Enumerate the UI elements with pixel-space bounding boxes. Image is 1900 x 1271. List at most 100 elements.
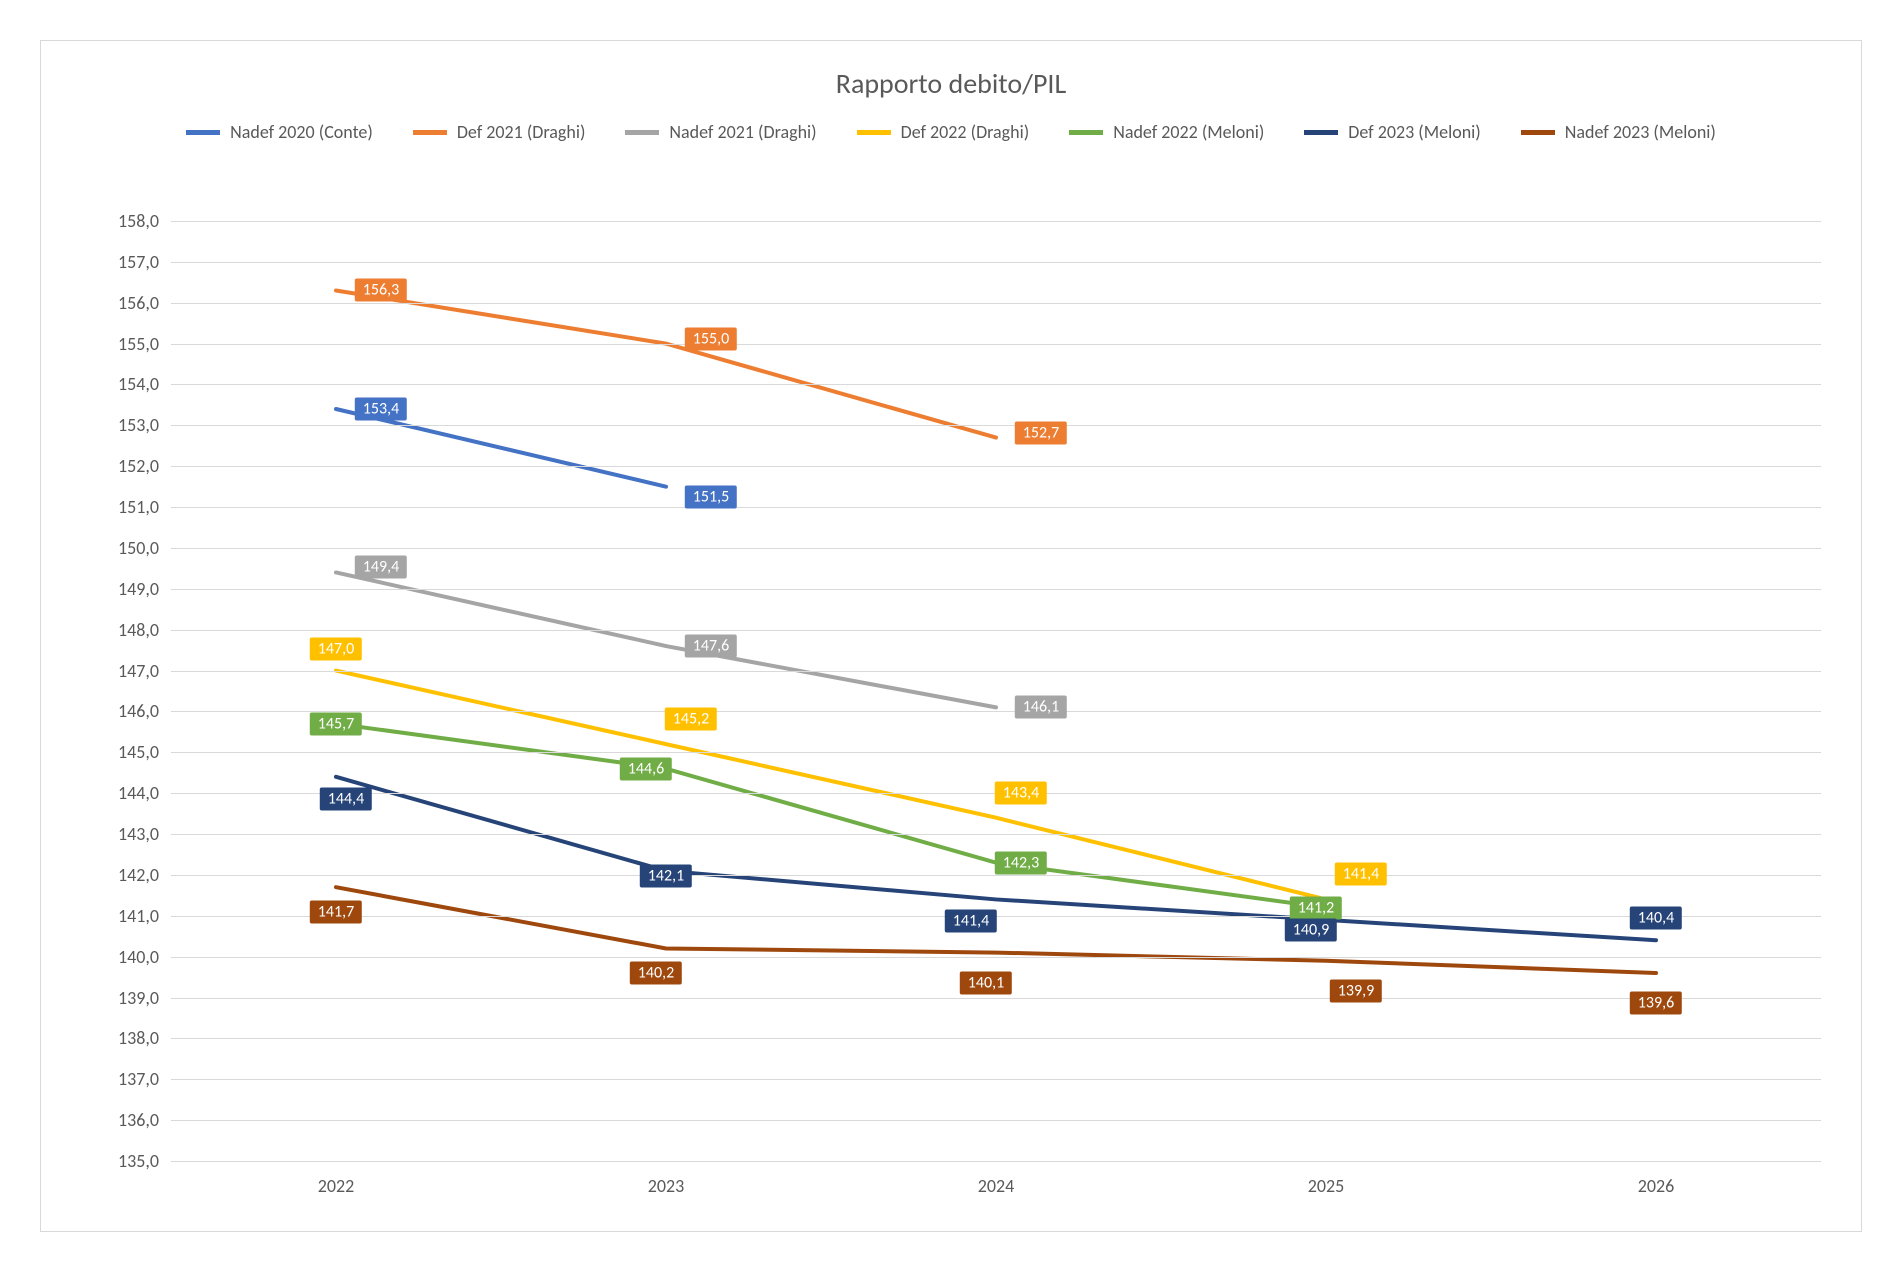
y-tick-label: 136,0 xyxy=(118,1109,159,1131)
y-tick-label: 141,0 xyxy=(118,905,159,927)
y-tick-label: 138,0 xyxy=(118,1027,159,1049)
legend-swatch xyxy=(1304,130,1338,135)
series-line xyxy=(336,409,666,487)
data-label: 149,4 xyxy=(355,556,407,579)
legend-label: Def 2022 (Draghi) xyxy=(901,121,1030,143)
gridline xyxy=(171,507,1821,508)
x-tick-label: 2023 xyxy=(648,1175,685,1197)
gridline xyxy=(171,262,1821,263)
gridline xyxy=(171,1079,1821,1080)
gridline xyxy=(171,384,1821,385)
data-label: 142,1 xyxy=(640,864,692,887)
series-line xyxy=(336,572,996,707)
legend-swatch xyxy=(413,130,447,135)
gridline xyxy=(171,589,1821,590)
legend: Nadef 2020 (Conte) Def 2021 (Draghi) Nadef… xyxy=(41,121,1861,143)
gridline xyxy=(171,875,1821,876)
legend-swatch xyxy=(1069,130,1103,135)
gridline xyxy=(171,303,1821,304)
data-label: 145,7 xyxy=(310,712,362,735)
chart-container: Rapporto debito/PIL Nadef 2020 (Conte) De… xyxy=(40,40,1862,1232)
data-label: 147,6 xyxy=(685,635,737,658)
data-label: 140,4 xyxy=(1630,907,1682,930)
gridline xyxy=(171,466,1821,467)
legend-swatch xyxy=(1521,130,1555,135)
gridline xyxy=(171,834,1821,835)
gridline xyxy=(171,752,1821,753)
data-label: 141,4 xyxy=(945,910,997,933)
data-label: 151,5 xyxy=(685,485,737,508)
series-line xyxy=(336,671,1326,900)
data-label: 147,0 xyxy=(310,637,362,660)
y-tick-label: 140,0 xyxy=(118,946,159,968)
gridline xyxy=(171,1120,1821,1121)
x-tick-label: 2025 xyxy=(1308,1175,1345,1197)
gridline xyxy=(171,425,1821,426)
gridline xyxy=(171,671,1821,672)
y-tick-label: 135,0 xyxy=(118,1150,159,1172)
data-label: 144,4 xyxy=(320,787,372,810)
legend-label: Nadef 2022 (Meloni) xyxy=(1113,121,1264,143)
y-tick-label: 158,0 xyxy=(118,210,159,232)
x-tick-label: 2022 xyxy=(318,1175,355,1197)
legend-swatch xyxy=(625,130,659,135)
legend-item: Def 2023 (Meloni) xyxy=(1304,121,1480,143)
gridline xyxy=(171,221,1821,222)
x-tick-label: 2026 xyxy=(1638,1175,1675,1197)
plot-area: 135,0136,0137,0138,0139,0140,0141,0142,0… xyxy=(171,221,1821,1161)
data-label: 141,4 xyxy=(1335,863,1387,886)
legend-label: Nadef 2020 (Conte) xyxy=(230,121,373,143)
y-tick-label: 142,0 xyxy=(118,864,159,886)
data-label: 155,0 xyxy=(685,327,737,350)
legend-swatch xyxy=(186,130,220,135)
legend-item: Nadef 2022 (Meloni) xyxy=(1069,121,1264,143)
legend-item: Nadef 2021 (Draghi) xyxy=(625,121,816,143)
data-label: 139,9 xyxy=(1330,979,1382,1002)
data-label: 156,3 xyxy=(355,279,407,302)
data-label: 146,1 xyxy=(1015,696,1067,719)
y-tick-label: 137,0 xyxy=(118,1068,159,1090)
gridline xyxy=(171,630,1821,631)
data-label: 141,2 xyxy=(1290,896,1342,919)
gridline xyxy=(171,1038,1821,1039)
x-tick-label: 2024 xyxy=(978,1175,1015,1197)
legend-item: Def 2022 (Draghi) xyxy=(857,121,1030,143)
legend-label: Def 2021 (Draghi) xyxy=(457,121,586,143)
gridline xyxy=(171,711,1821,712)
y-tick-label: 153,0 xyxy=(118,414,159,436)
y-tick-label: 150,0 xyxy=(118,537,159,559)
data-label: 143,4 xyxy=(995,781,1047,804)
data-label: 141,7 xyxy=(310,901,362,924)
y-tick-label: 154,0 xyxy=(118,373,159,395)
y-tick-label: 152,0 xyxy=(118,455,159,477)
chart-lines xyxy=(171,221,1821,1161)
data-label: 145,2 xyxy=(665,708,717,731)
gridline xyxy=(171,957,1821,958)
y-tick-label: 151,0 xyxy=(118,496,159,518)
y-tick-label: 157,0 xyxy=(118,251,159,273)
y-tick-label: 139,0 xyxy=(118,987,159,1009)
y-tick-label: 155,0 xyxy=(118,333,159,355)
gridline xyxy=(171,1161,1821,1162)
series-line xyxy=(336,290,996,437)
y-tick-label: 147,0 xyxy=(118,660,159,682)
legend-label: Nadef 2023 (Meloni) xyxy=(1565,121,1716,143)
legend-item: Def 2021 (Draghi) xyxy=(413,121,586,143)
legend-label: Nadef 2021 (Draghi) xyxy=(669,121,816,143)
series-line xyxy=(336,724,1326,908)
y-tick-label: 148,0 xyxy=(118,619,159,641)
legend-item: Nadef 2020 (Conte) xyxy=(186,121,373,143)
y-tick-label: 149,0 xyxy=(118,578,159,600)
data-label: 153,4 xyxy=(355,398,407,421)
data-label: 140,2 xyxy=(630,962,682,985)
legend-label: Def 2023 (Meloni) xyxy=(1348,121,1480,143)
y-tick-label: 144,0 xyxy=(118,782,159,804)
data-label: 140,9 xyxy=(1285,918,1337,941)
y-tick-label: 145,0 xyxy=(118,741,159,763)
y-tick-label: 143,0 xyxy=(118,823,159,845)
chart-title: Rapporto debito/PIL xyxy=(41,66,1861,101)
legend-item: Nadef 2023 (Meloni) xyxy=(1521,121,1716,143)
y-tick-label: 146,0 xyxy=(118,700,159,722)
gridline xyxy=(171,548,1821,549)
data-label: 139,6 xyxy=(1630,992,1682,1015)
